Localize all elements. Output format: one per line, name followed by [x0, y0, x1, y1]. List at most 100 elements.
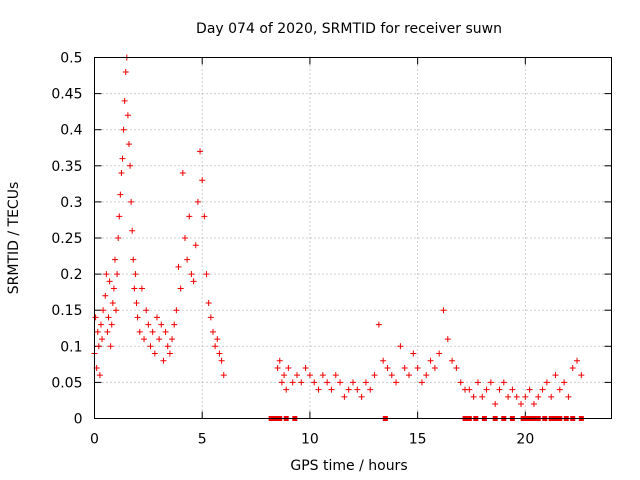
data-point [160, 357, 167, 364]
y-tick-label: 0.35 [51, 159, 82, 175]
data-point [214, 336, 221, 343]
data-point [100, 307, 107, 314]
data-point [457, 379, 464, 386]
plot-frame [94, 57, 612, 419]
data-point [94, 328, 101, 335]
tick-marks [94, 57, 612, 419]
data-point [97, 321, 104, 328]
data-point [328, 386, 335, 393]
data-point [518, 401, 525, 408]
data-point [453, 364, 460, 371]
data-point [134, 314, 141, 321]
data-point [530, 401, 537, 408]
data-point [192, 242, 199, 249]
data-point [483, 386, 490, 393]
data-point [302, 364, 309, 371]
data-point [293, 372, 300, 379]
data-point [179, 170, 186, 177]
data-point [500, 379, 507, 386]
chart-title: Day 074 of 2020, SRMTID for receiver suw… [196, 21, 502, 37]
data-point [173, 307, 180, 314]
data-point [156, 336, 163, 343]
data-point [492, 401, 499, 408]
data-point [565, 393, 572, 400]
data-point [548, 393, 555, 400]
data-point [362, 379, 369, 386]
data-point [401, 364, 408, 371]
data-point [108, 321, 115, 328]
data-point [367, 386, 374, 393]
data-point [276, 357, 283, 364]
data-point [186, 213, 193, 220]
data-point [107, 343, 114, 350]
data-point [539, 386, 546, 393]
data-point [117, 191, 124, 198]
data-point [106, 278, 113, 285]
data-point [141, 336, 148, 343]
data-point [479, 393, 486, 400]
x-tick-label: 5 [198, 432, 207, 448]
data-point [96, 372, 103, 379]
data-point [397, 343, 404, 350]
y-tick-label: 0.1 [60, 339, 82, 355]
y-tick-label: 0.45 [51, 87, 82, 103]
y-tick-label: 0.4 [60, 123, 82, 139]
data-point [371, 372, 378, 379]
data-point [513, 393, 520, 400]
data-point [332, 372, 339, 379]
data-point [171, 321, 178, 328]
data-point [393, 379, 400, 386]
data-point [199, 177, 206, 184]
data-point [384, 364, 391, 371]
data-point [128, 198, 135, 205]
data-point [175, 263, 182, 270]
data-point [138, 285, 145, 292]
data-point [115, 235, 122, 241]
data-point [487, 379, 494, 386]
data-point [358, 393, 365, 400]
data-point [184, 256, 191, 263]
data-point [99, 336, 106, 343]
data-point [127, 162, 134, 169]
data-point [552, 372, 559, 379]
data-point [207, 314, 214, 321]
data-point [212, 343, 219, 350]
data-point [274, 364, 281, 371]
data-point [283, 386, 290, 393]
data-point [197, 148, 204, 155]
data-point [311, 379, 318, 386]
data-point [92, 314, 99, 321]
data-point [110, 285, 117, 292]
data-point [375, 321, 382, 328]
data-point [216, 350, 223, 357]
data-point [132, 271, 139, 278]
data-point [526, 386, 533, 393]
data-point [324, 379, 331, 386]
data-point [218, 357, 225, 364]
data-point [319, 372, 326, 379]
data-point [561, 379, 568, 386]
data-point [203, 271, 210, 278]
data-point [162, 328, 169, 335]
x-tick-label: 20 [516, 432, 534, 448]
data-point [298, 379, 305, 386]
data-point [410, 350, 417, 357]
data-point [209, 328, 216, 335]
data-point [440, 307, 447, 314]
data-point [466, 386, 473, 393]
data-point [121, 97, 128, 104]
data-point [147, 343, 154, 350]
data-point [95, 343, 102, 350]
data-point [119, 155, 126, 162]
data-point [556, 386, 563, 393]
data-point [205, 299, 212, 306]
data-point [388, 372, 395, 379]
x-tick-label: 15 [409, 432, 427, 448]
data-point [470, 393, 477, 400]
data-point [118, 170, 125, 177]
data-point [289, 379, 296, 386]
data-point [151, 350, 158, 357]
data-point [104, 328, 111, 335]
grid [94, 57, 612, 419]
data-point [190, 278, 197, 285]
